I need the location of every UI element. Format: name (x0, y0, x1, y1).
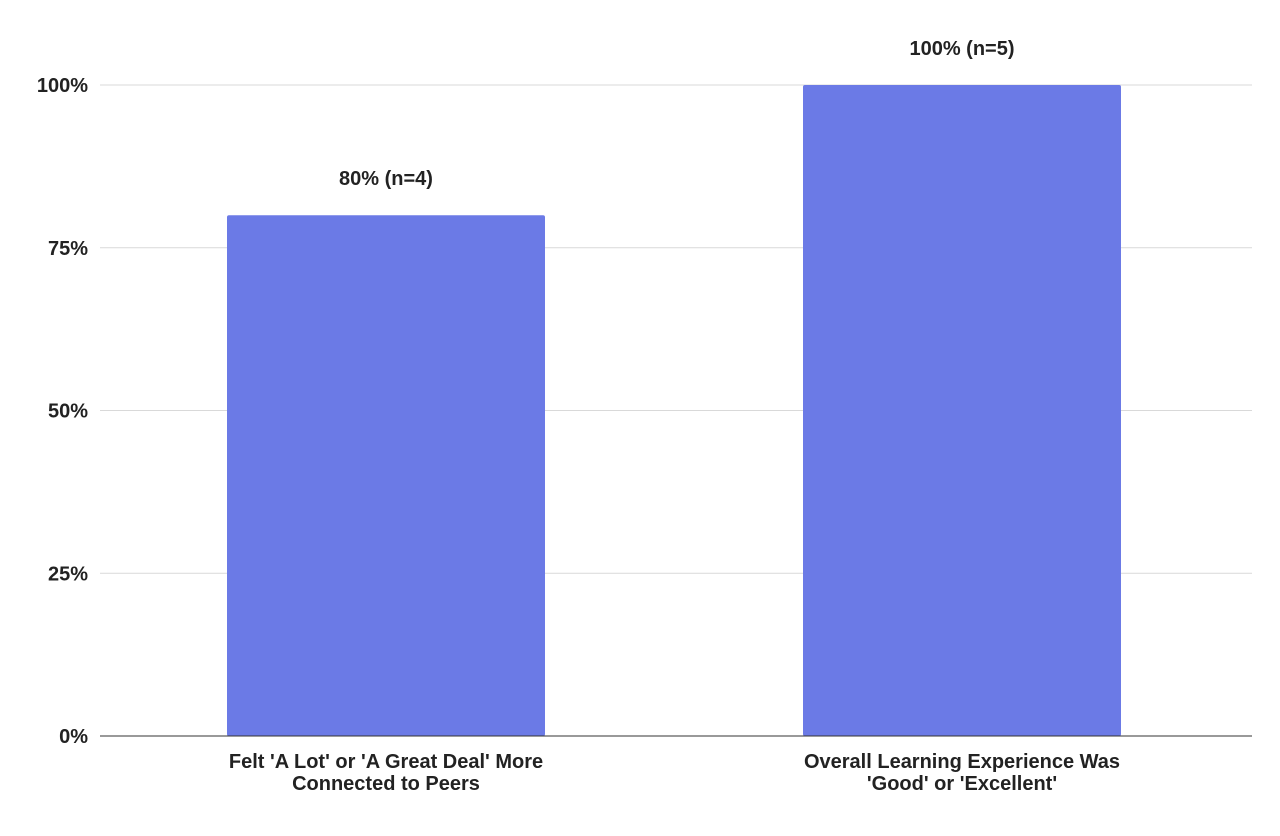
x-axis-category-labels: Felt 'A Lot' or 'A Great Deal' MoreConne… (229, 751, 1120, 795)
y-tick-label: 75% (48, 238, 88, 260)
y-tick-label: 25% (48, 563, 88, 585)
x-category-label: Felt 'A Lot' or 'A Great Deal' More (229, 751, 543, 773)
bar-data-label: 100% (n=5) (909, 38, 1014, 60)
x-category-label: 'Good' or 'Excellent' (867, 773, 1057, 795)
data-labels: 80% (n=4) 100% (n=5) (339, 38, 1015, 190)
y-tick-label: 50% (48, 401, 88, 423)
bar (803, 85, 1121, 736)
x-category-label: Connected to Peers (292, 773, 480, 795)
bar (227, 215, 545, 736)
y-axis-tick-labels: 0% 25% 50% 75% 100% (37, 75, 88, 748)
y-tick-label: 100% (37, 75, 88, 97)
x-category-label: Overall Learning Experience Was (804, 751, 1120, 773)
y-tick-label: 0% (59, 726, 88, 748)
bars (227, 85, 1121, 736)
bar-data-label: 80% (n=4) (339, 168, 433, 190)
